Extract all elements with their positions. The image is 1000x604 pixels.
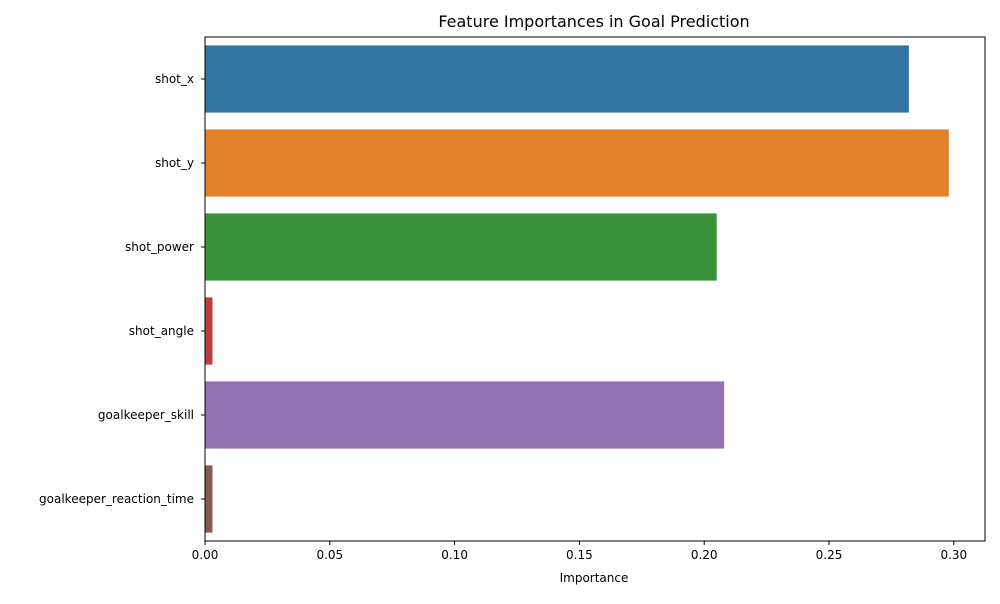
y-tick-label: goalkeeper_skill	[98, 408, 194, 422]
y-tick-label: goalkeeper_reaction_time	[39, 492, 194, 506]
x-tick-label: 0.25	[816, 548, 843, 562]
x-tick-label: 0.15	[566, 548, 593, 562]
bars-group	[205, 45, 949, 533]
bar-shot_power	[205, 213, 717, 281]
bar-shot_y	[205, 129, 949, 197]
x-tick-label: 0.05	[316, 548, 343, 562]
chart-title: Feature Importances in Goal Prediction	[438, 12, 749, 31]
x-axis-ticks: 0.00 0.05 0.10 0.15 0.20 0.25 0.30	[192, 541, 967, 562]
bar-shot_angle	[205, 297, 213, 365]
y-tick-label: shot_power	[125, 240, 194, 254]
plot-frame	[204, 36, 986, 542]
bar-goalkeeper_reaction_time	[205, 465, 213, 533]
y-tick-label: shot_x	[155, 72, 194, 86]
bar-shot_x	[205, 45, 909, 113]
y-axis-ticks: shot_x shot_y shot_power shot_angle goalkeep…	[39, 72, 205, 506]
bar-goalkeeper_skill	[205, 381, 725, 449]
x-tick-label: 0.30	[940, 548, 967, 562]
x-axis-label: Importance	[560, 571, 629, 585]
x-tick-label: 0.00	[192, 548, 219, 562]
x-tick-label: 0.20	[691, 548, 718, 562]
x-tick-label: 0.10	[441, 548, 468, 562]
y-tick-label: shot_y	[155, 156, 194, 170]
y-tick-label: shot_angle	[129, 324, 194, 338]
